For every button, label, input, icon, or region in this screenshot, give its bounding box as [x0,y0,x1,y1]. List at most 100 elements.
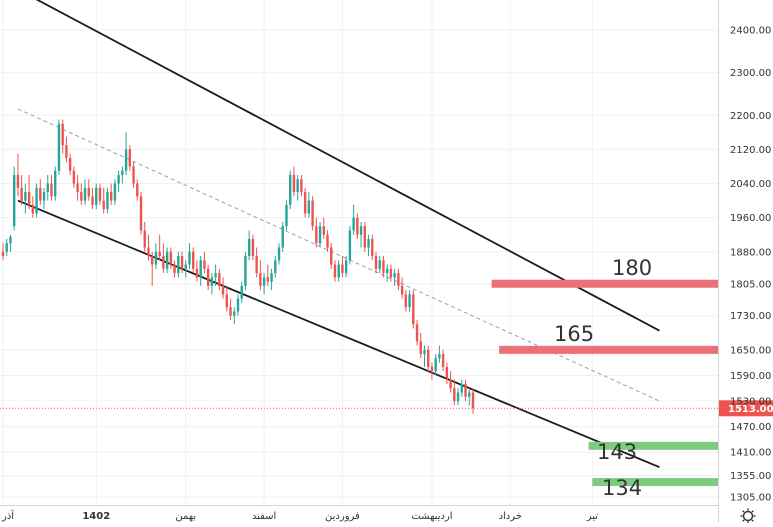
candle-body [95,187,98,205]
candle [121,166,124,184]
y-tick-label: 1355.00 [730,471,771,482]
candle [427,345,430,372]
candle-body [292,175,296,193]
candle-body [445,366,449,380]
candle-body [408,294,411,308]
candle-body [121,170,124,176]
candle [203,251,206,274]
candle [430,362,434,380]
candle [27,175,31,210]
candle-body [225,294,228,308]
y-tick-label: 2120.00 [730,145,771,156]
candle-body [46,183,49,193]
candle-body [188,251,191,265]
candle-body [307,200,311,214]
candle [128,145,132,171]
candle-body [35,187,38,214]
candle [139,192,143,235]
candle-body [9,236,12,244]
candle-body [341,264,344,274]
candle-body [87,187,90,197]
gear-icon[interactable] [740,508,756,524]
candle-body [371,238,374,257]
candle [184,260,187,278]
candle [270,268,273,291]
candle [333,260,337,282]
candle-body [20,187,23,201]
candle-body [31,204,35,214]
candle-body [468,392,471,397]
candle [31,196,35,218]
candle [132,162,135,188]
candle [337,260,340,282]
candle [151,251,154,286]
candle [274,256,277,278]
candle [382,256,385,278]
candle [255,247,258,278]
candle [68,153,72,176]
candle-body [113,183,117,201]
candle [244,251,247,291]
candle [389,264,393,282]
candle-body [184,264,187,269]
candle-body [195,268,199,278]
candle [367,234,370,257]
candle-body [434,358,437,372]
candle [109,183,113,205]
support-level-label: 143 [597,440,637,464]
candle-body [460,383,463,393]
candle-body [441,354,445,367]
candle-body [330,247,333,265]
candle [124,132,128,176]
candle-body [151,256,154,265]
candle [281,221,284,252]
candle-body [251,238,255,257]
candle [356,213,359,239]
candle [438,345,441,363]
candle [102,187,105,214]
y-tick-label: 1530.00 [730,397,771,408]
candle-body [300,179,303,193]
support-level-label: 134 [602,476,642,500]
candle-body [76,183,79,193]
time-axis[interactable]: آذر 1402 بهمن اسفند فروردین اردیبهشت خرداد تیر [0,505,718,523]
candle [330,243,333,269]
candle [218,268,221,291]
x-tick-label: بهمن [175,511,196,522]
candle-body [326,234,329,248]
x-tick-label: اردیبهشت [411,511,452,522]
candle [266,264,270,286]
candle-body [374,256,378,269]
candle-body [419,341,422,355]
candle [57,119,61,176]
candle [61,119,64,154]
price-axis[interactable]: 2400.00 2300.00 2200.00 2120.00 2040.00 1960.… [718,0,772,523]
candle [214,264,217,286]
candle [344,256,348,278]
candle [289,170,292,210]
candle [162,243,165,274]
candle-body [165,251,169,269]
candle [471,388,475,414]
candle [39,179,42,205]
candle-body [277,247,281,261]
y-tick-label: 1410.00 [730,448,771,459]
candle [206,264,210,291]
candle-body [333,264,337,278]
candle [408,290,411,312]
x-tick-label: تیر [586,511,599,522]
candle-body [344,260,348,274]
candle-body [54,170,57,197]
candle-body [385,268,389,274]
resistance-level-bar [499,345,718,354]
candle-body [12,175,16,227]
candle [80,183,83,205]
y-tick-label: 2300.00 [730,68,771,79]
candle [46,175,49,201]
candle [35,183,38,218]
candle-body [192,251,195,269]
candle [348,226,352,265]
candle [363,221,367,252]
x-tick-label: آذر [1,509,15,522]
